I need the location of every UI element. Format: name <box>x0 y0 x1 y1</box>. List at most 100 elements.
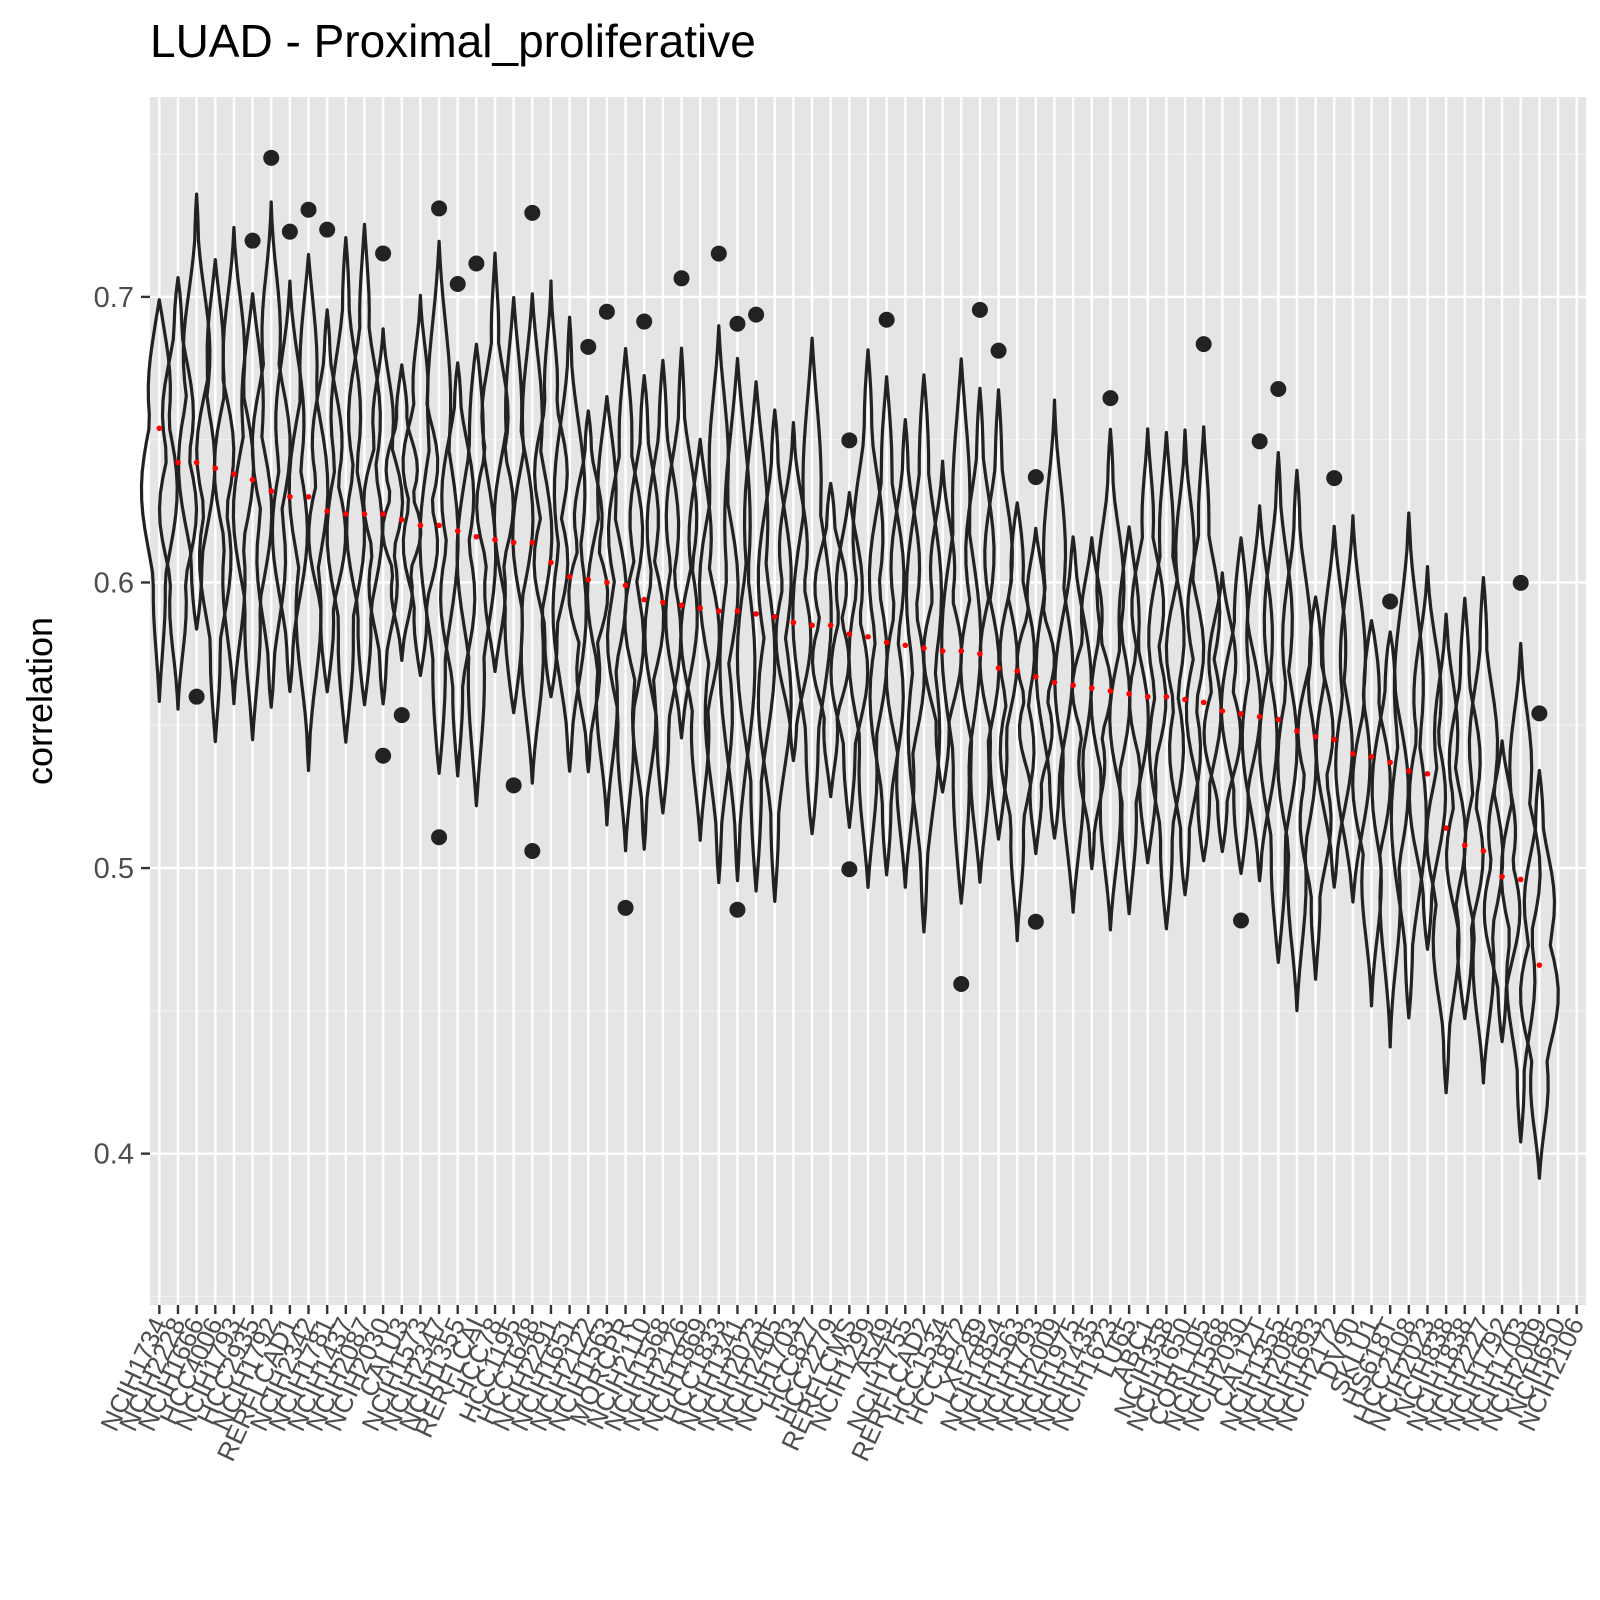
y-tick-label: 0.7 <box>94 282 134 314</box>
mean-point <box>622 582 629 589</box>
violin-ncih1703 <box>1499 641 1542 1144</box>
mean-point <box>175 459 181 466</box>
violin-ncih1341 <box>718 356 757 883</box>
mean-point <box>958 648 965 654</box>
outlier-point <box>748 306 765 323</box>
violin-morcpr <box>605 346 646 853</box>
outlier-point <box>375 245 392 262</box>
violin-ncih2023 <box>1407 564 1448 951</box>
mean-point <box>417 522 424 529</box>
mean-point <box>1033 673 1039 680</box>
violins <box>139 192 1560 1180</box>
outlier-point <box>636 313 653 330</box>
violin-ncih358 <box>1147 430 1186 931</box>
mean-point <box>324 508 330 514</box>
x-axis: NCIH1734NCIH2228NCIH1666HCC4006NCIH1793H… <box>94 1305 1590 1466</box>
mean-point <box>1238 711 1244 717</box>
outlier-point <box>449 275 466 292</box>
outlier-point <box>263 149 280 166</box>
outlier-point <box>729 315 746 332</box>
violin-hcc1648 <box>511 292 554 785</box>
mean-point <box>678 602 685 609</box>
violin-ncih1781 <box>307 308 348 694</box>
violin-rerflcad1 <box>270 279 309 694</box>
outlier-point <box>393 707 410 724</box>
mean-point <box>1480 848 1487 854</box>
violin-hcc1833 <box>697 324 740 885</box>
mean-point <box>697 605 703 611</box>
mean-point <box>1126 691 1132 697</box>
violin-rerflcms <box>829 490 870 829</box>
mean-point <box>1070 682 1076 689</box>
mean-point <box>1536 962 1543 968</box>
mean-point <box>1275 716 1282 723</box>
violin-abc1 <box>1128 427 1168 865</box>
violin-ncih2009 <box>1518 768 1560 1180</box>
outlier-point <box>1232 912 1249 929</box>
mean-point <box>1107 688 1114 694</box>
violin-corl105 <box>1184 425 1223 863</box>
mean-point <box>492 536 498 543</box>
mean-point <box>231 471 237 477</box>
violin-ncih1703 <box>774 421 813 763</box>
violin-ncih2227 <box>1462 575 1505 1085</box>
violin-ncih1838 <box>1444 596 1485 1021</box>
mean-point <box>585 576 592 583</box>
outlier-point <box>1531 705 1548 722</box>
mean-point <box>809 622 815 629</box>
mean-point <box>510 539 517 546</box>
mean-point <box>939 648 946 654</box>
outlier-point <box>281 223 298 240</box>
outlier-point <box>841 432 858 449</box>
mean-point <box>548 559 554 566</box>
violin-hcc1534 <box>922 459 964 794</box>
mean-point <box>995 665 1002 671</box>
violin-ncih1755 <box>884 418 926 889</box>
mean-points <box>156 425 1543 968</box>
mean-point <box>529 539 536 546</box>
violin-ncih1563 <box>585 395 628 827</box>
violin-ncih1623 <box>1089 427 1132 932</box>
outlier-point <box>505 777 522 794</box>
outlier-point <box>431 200 448 217</box>
mean-point <box>977 651 983 657</box>
violin-ncih2030 <box>1219 536 1263 876</box>
mean-point <box>1219 708 1226 714</box>
outlier-point <box>1195 336 1212 353</box>
violin-ncih1355 <box>439 361 477 778</box>
mean-point <box>1424 771 1431 777</box>
mean-point <box>1014 668 1020 674</box>
outlier-point <box>300 201 317 218</box>
outlier-point <box>524 204 541 221</box>
violin-ncih1975 <box>1053 535 1093 914</box>
mean-point <box>287 494 293 500</box>
violin-ncih1651 <box>551 315 588 773</box>
violin-ncih838 <box>1425 612 1468 1095</box>
mean-point <box>660 599 666 606</box>
mean-point <box>1144 693 1151 700</box>
violin-ncih2009 <box>1034 398 1075 840</box>
mean-point <box>641 596 648 603</box>
violin-ncih1666 <box>177 192 217 631</box>
mean-point <box>1182 696 1188 703</box>
mean-point <box>566 573 573 580</box>
outlier-point <box>524 843 541 860</box>
mean-point <box>361 511 368 517</box>
violin-sklu1 <box>1351 618 1392 1008</box>
mean-point <box>1294 728 1300 734</box>
violin-hcc2935 <box>231 292 274 742</box>
mean-point <box>1368 753 1375 760</box>
outlier-point <box>971 301 988 318</box>
outlier-point <box>953 975 970 992</box>
chart-title: LUAD - Proximal_proliferative <box>150 15 756 67</box>
violin-ncih1869 <box>679 437 721 842</box>
violin-rerflcai <box>455 342 498 808</box>
mean-point <box>305 494 312 500</box>
violin-ncih1355 <box>1257 451 1299 965</box>
mean-point <box>398 516 405 523</box>
violin-hcc1872 <box>940 357 983 905</box>
mean-point <box>1200 699 1207 706</box>
violin-hcc2279 <box>810 481 851 799</box>
outlier-point <box>1326 470 1343 487</box>
outlier-point <box>673 270 690 287</box>
